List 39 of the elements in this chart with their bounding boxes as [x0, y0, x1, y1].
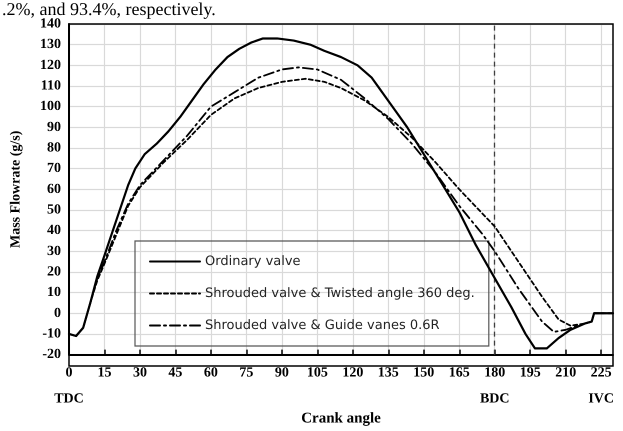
y-tick-label: 0 — [54, 306, 61, 321]
y-tick-label: 100 — [40, 99, 61, 114]
y-axis-title: Mass Flowrate (g/s) — [8, 130, 24, 248]
x-axis-title: Crank angle — [301, 410, 382, 426]
y-tick-label: 40 — [47, 223, 61, 238]
x-tick-label: 150 — [413, 366, 434, 381]
x-tick-label: 195 — [520, 366, 541, 381]
x-tick-label: 30 — [132, 366, 147, 381]
y-tick-label: 140 — [40, 16, 61, 32]
legend-label: Shrouded valve & Guide vanes 0.6R — [205, 318, 440, 333]
x-tick-label: 180 BDC — [480, 366, 510, 407]
y-tick-label: 30 — [47, 244, 61, 259]
legend-label: Shrouded valve & Twisted angle 360 deg. — [205, 286, 475, 301]
x-tick-label: 0 TDC — [54, 366, 84, 407]
y-tick-label: 80 — [47, 140, 61, 156]
y-tick-label: 70 — [47, 161, 61, 176]
legend-label: Ordinary valve — [205, 254, 301, 269]
x-tick-label: 165 — [448, 366, 470, 381]
text: .2%, and 93.4%, respectively. — [2, 0, 216, 19]
x-tick-label: 135 — [378, 366, 399, 381]
x-tick-label: 210 — [555, 366, 576, 381]
x-tick-label: 45 — [168, 366, 182, 381]
x-tick-label: 225 IVC — [588, 366, 614, 407]
y-tick-label: 20 — [47, 264, 61, 280]
y-tick-label: 60 — [47, 182, 61, 197]
x-tick-label: 90 — [274, 366, 289, 381]
y-tick-label: 120 — [40, 58, 61, 73]
y-tick-label: 10 — [47, 285, 61, 300]
x-tick-label: 75 — [239, 366, 254, 381]
x-tick-label: 105 — [306, 366, 328, 381]
x-tick-label: 15 — [97, 366, 112, 381]
y-tick-label: 50 — [47, 202, 61, 218]
y-tick-label: -20 — [42, 347, 61, 362]
y-tick-label: -10 — [42, 326, 61, 342]
x-tick-label: 60 — [204, 366, 218, 381]
x-tick-label: 120 — [342, 366, 364, 381]
y-tick-label: 110 — [40, 78, 61, 94]
y-tick-label: 130 — [40, 37, 61, 52]
y-tick-label: 90 — [47, 120, 61, 135]
